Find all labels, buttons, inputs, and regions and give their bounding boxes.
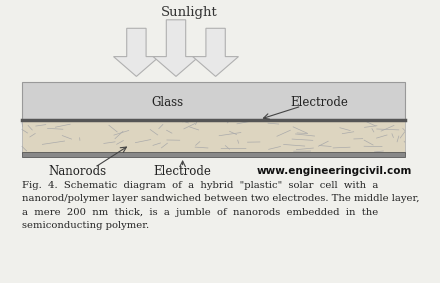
Text: Glass: Glass — [151, 96, 183, 109]
Text: Electrode: Electrode — [290, 96, 348, 109]
Text: Sunlight: Sunlight — [161, 6, 217, 19]
Text: Electrode: Electrode — [154, 165, 212, 178]
Text: Fig.  4.  Schematic  diagram  of  a  hybrid  "plastic"  solar  cell  with  a
nan: Fig. 4. Schematic diagram of a hybrid "p… — [22, 181, 419, 230]
FancyArrow shape — [193, 28, 238, 76]
Text: www.engineeringcivil.com: www.engineeringcivil.com — [257, 166, 412, 176]
Bar — [22, 120, 405, 153]
FancyArrow shape — [114, 28, 159, 76]
Bar — [22, 82, 405, 120]
Bar — [22, 152, 405, 157]
FancyArrow shape — [153, 20, 199, 76]
Text: Nanorods: Nanorods — [48, 165, 106, 178]
